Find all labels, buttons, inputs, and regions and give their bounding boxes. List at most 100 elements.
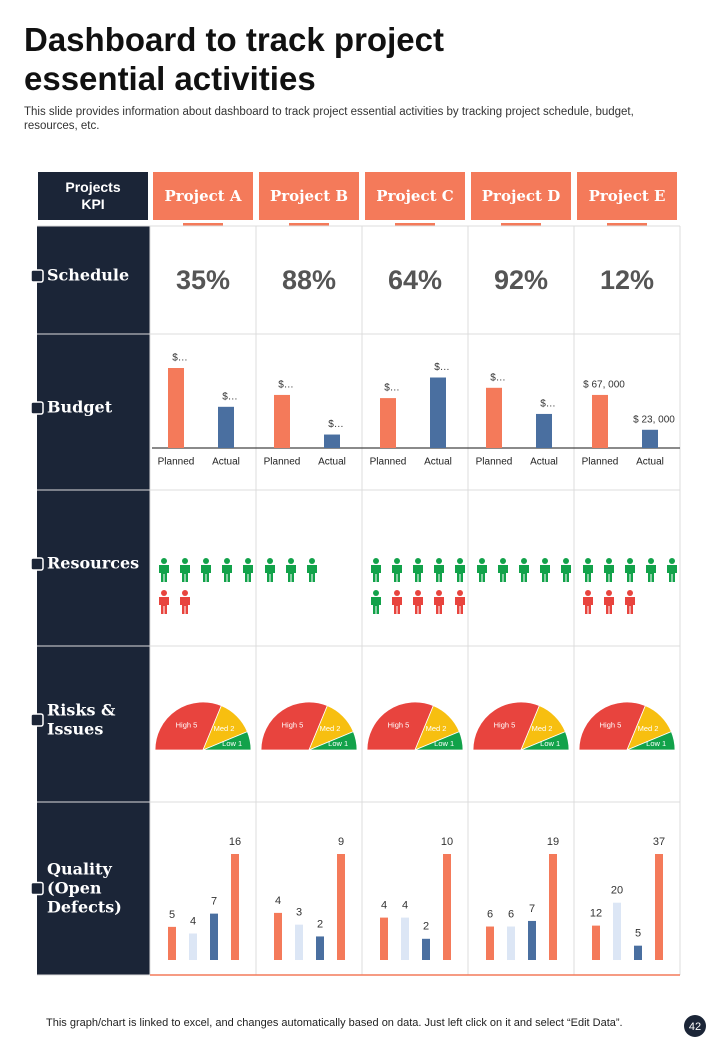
defect-bar [231, 854, 239, 960]
person-body [561, 565, 571, 582]
project-header-underline [289, 223, 329, 226]
defect-bar [189, 933, 197, 960]
row-label: Quality (Open Defects) [47, 859, 122, 916]
risk-label: Med 2 [638, 724, 659, 733]
person-head [373, 558, 379, 564]
person-icon [180, 590, 190, 614]
person-body [392, 597, 402, 614]
defect-bar [422, 938, 430, 960]
budget-value-label: $ 23, 000 [633, 414, 675, 425]
risk-label: Med 2 [214, 724, 235, 733]
risk-label: High 5 [176, 720, 198, 729]
person-head [585, 558, 591, 564]
person-body [180, 565, 190, 582]
person-body [413, 565, 423, 582]
person-head [669, 558, 675, 564]
person-head [436, 590, 442, 596]
person-icon [371, 558, 381, 582]
risk-slice [260, 701, 328, 751]
risk-name: High [176, 720, 191, 729]
budget-bar [380, 398, 396, 448]
risk-name: Med [214, 724, 229, 733]
person-body [604, 597, 614, 614]
row-label: Resources [47, 554, 139, 573]
budget-bar [218, 406, 234, 448]
person-icon [604, 558, 614, 582]
defect-bar [401, 917, 409, 960]
project-header-box [471, 172, 571, 220]
person-icon [392, 590, 402, 614]
budget-category: Planned [370, 457, 407, 468]
defect-value-label: 2 [317, 918, 323, 930]
defect-bar [549, 854, 557, 960]
kpi-header-line: Projects [65, 179, 120, 195]
risk-name: Med [320, 724, 335, 733]
person-head [245, 558, 251, 564]
project-header: Project E [589, 187, 666, 205]
person-body [519, 565, 529, 582]
defect-value-label: 4 [381, 900, 387, 912]
person-body [667, 565, 677, 582]
budget-bar [536, 413, 552, 448]
budget-category: Planned [582, 457, 619, 468]
defect-value-label: 6 [508, 908, 514, 920]
risk-label: High 5 [282, 720, 304, 729]
person-icon [625, 590, 635, 614]
person-icon [583, 558, 593, 582]
risk-label: High 5 [494, 720, 516, 729]
page-number: 42 [689, 1021, 701, 1033]
risk-slice [472, 701, 540, 751]
risk-value: 2 [336, 724, 340, 733]
person-icon [625, 558, 635, 582]
row-bullet [30, 557, 44, 571]
project-header-underline [501, 223, 541, 226]
person-icon [371, 590, 381, 614]
risk-value: 5 [617, 720, 621, 729]
person-body [583, 597, 593, 614]
defect-value-label: 7 [211, 896, 217, 908]
person-icon [392, 558, 402, 582]
risk-label: Low 1 [434, 739, 454, 748]
risk-label: High 5 [388, 720, 410, 729]
person-head [648, 558, 654, 564]
risk-label: High 5 [600, 720, 622, 729]
budget-bar [430, 377, 446, 448]
row-label-column [37, 226, 150, 975]
budget-category: Actual [636, 457, 664, 468]
defect-bar [443, 854, 451, 960]
person-icon [159, 590, 169, 614]
defect-value-label: 12 [590, 908, 602, 920]
person-head [415, 590, 421, 596]
schedule-value: 35% [176, 265, 230, 295]
person-head [161, 590, 167, 596]
row-label-line: Risks & [47, 700, 116, 719]
person-icon [180, 558, 190, 582]
risk-slice [366, 701, 434, 751]
project-header-box [259, 172, 359, 220]
person-head [585, 590, 591, 596]
budget-bar [592, 394, 608, 448]
person-head [542, 558, 548, 564]
row-label-line: (Open [47, 878, 102, 897]
risk-label: Low 1 [540, 739, 560, 748]
person-body [455, 565, 465, 582]
defect-value-label: 4 [402, 900, 408, 912]
person-head [521, 558, 527, 564]
defect-bar [210, 913, 218, 960]
kpi-header: Projects KPI [65, 179, 120, 212]
budget-category: Actual [424, 457, 452, 468]
project-header-box [365, 172, 465, 220]
defect-value-label: 4 [275, 895, 281, 907]
defect-bar [528, 920, 536, 960]
defect-value-label: 6 [487, 908, 493, 920]
budget-category: Actual [530, 457, 558, 468]
person-body [434, 565, 444, 582]
budget-category: Planned [158, 457, 195, 468]
defect-value-label: 4 [190, 915, 196, 927]
person-icon [667, 558, 677, 582]
defect-bar [613, 902, 621, 960]
budget-category: Actual [318, 457, 346, 468]
person-head [309, 558, 315, 564]
defect-bar [274, 912, 282, 960]
